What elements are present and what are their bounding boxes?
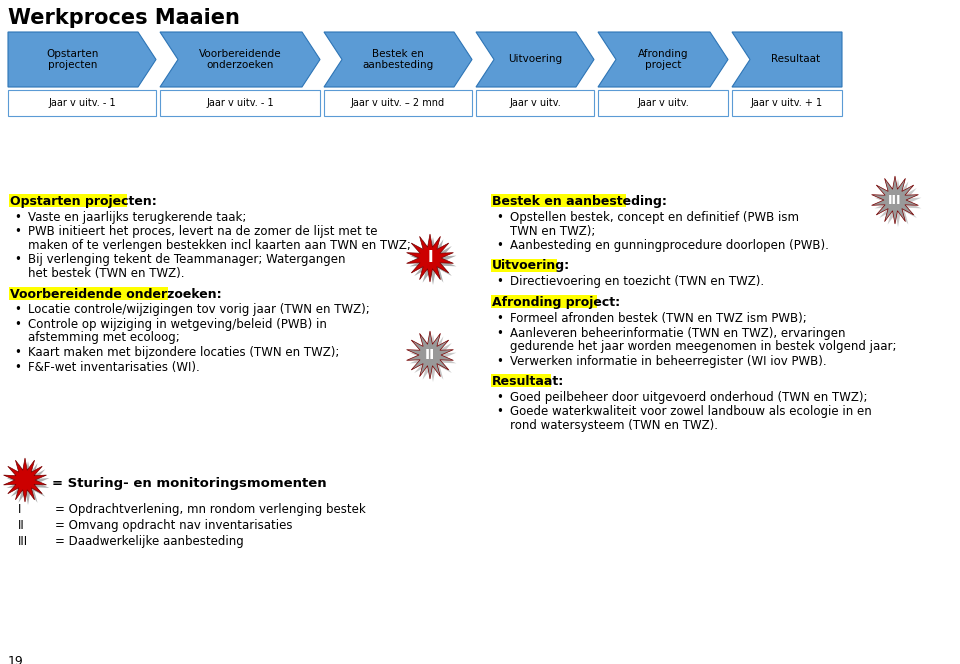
Polygon shape — [160, 32, 320, 87]
FancyBboxPatch shape — [8, 90, 156, 116]
Polygon shape — [410, 334, 456, 382]
Text: •: • — [496, 327, 503, 339]
Text: Controle op wijziging in wetgeving/beleid (PWB) in: Controle op wijziging in wetgeving/belei… — [28, 318, 326, 331]
Text: = Daadwerkelijke aanbesteding: = Daadwerkelijke aanbesteding — [55, 535, 244, 548]
Text: het bestek (TWN en TWZ).: het bestek (TWN en TWZ). — [28, 267, 184, 280]
Text: •: • — [496, 276, 503, 288]
Text: Jaar v uitv. - 1: Jaar v uitv. - 1 — [48, 98, 116, 108]
Text: Aanleveren beheerinformatie (TWN en TWZ), ervaringen: Aanleveren beheerinformatie (TWN en TWZ)… — [510, 327, 846, 339]
FancyBboxPatch shape — [476, 90, 594, 116]
Text: Goed peilbeheer door uitgevoerd onderhoud (TWN en TWZ);: Goed peilbeheer door uitgevoerd onderhou… — [510, 391, 868, 404]
Text: Jaar v uitv. + 1: Jaar v uitv. + 1 — [751, 98, 823, 108]
Text: = Opdrachtverlening, mn rondom verlenging bestek: = Opdrachtverlening, mn rondom verlengin… — [55, 503, 366, 516]
Text: •: • — [496, 355, 503, 367]
FancyBboxPatch shape — [732, 90, 842, 116]
Polygon shape — [7, 461, 50, 505]
Text: Opstarten
projecten: Opstarten projecten — [47, 48, 99, 70]
FancyBboxPatch shape — [491, 374, 551, 387]
Text: Uitvoering: Uitvoering — [508, 54, 562, 64]
Text: Voorbereidende
onderzoeken: Voorbereidende onderzoeken — [199, 48, 281, 70]
Text: Aanbesteding en gunningprocedure doorlopen (PWB).: Aanbesteding en gunningprocedure doorlop… — [510, 239, 828, 252]
FancyBboxPatch shape — [491, 295, 597, 308]
Text: Bestek en aanbesteding:: Bestek en aanbesteding: — [492, 195, 667, 208]
Text: Uitvoering:: Uitvoering: — [492, 260, 570, 272]
Text: Locatie controle/wijzigingen tov vorig jaar (TWN en TWZ);: Locatie controle/wijzigingen tov vorig j… — [28, 303, 370, 317]
Text: II: II — [425, 348, 435, 362]
Text: •: • — [14, 303, 21, 317]
Text: Jaar v uitv. - 1: Jaar v uitv. - 1 — [206, 98, 274, 108]
Text: afstemming met ecoloog;: afstemming met ecoloog; — [28, 331, 180, 345]
Text: •: • — [496, 406, 503, 418]
Text: Verwerken informatie in beheerregister (WI iov PWB).: Verwerken informatie in beheerregister (… — [510, 355, 827, 367]
Text: Resultaat: Resultaat — [772, 54, 821, 64]
Text: Bestek en
aanbesteding: Bestek en aanbesteding — [362, 48, 434, 70]
Text: Resultaat:: Resultaat: — [492, 375, 564, 388]
Text: Jaar v uitv.: Jaar v uitv. — [509, 98, 561, 108]
FancyBboxPatch shape — [9, 194, 127, 207]
Text: I: I — [18, 503, 21, 516]
Text: •: • — [14, 211, 21, 224]
Polygon shape — [410, 237, 456, 285]
Polygon shape — [407, 234, 453, 282]
Text: Afronding project:: Afronding project: — [492, 296, 620, 309]
FancyBboxPatch shape — [491, 194, 626, 207]
Text: •: • — [14, 361, 21, 373]
Text: PWB initieert het proces, levert na de zomer de lijst met te: PWB initieert het proces, levert na de z… — [28, 226, 377, 238]
Polygon shape — [872, 176, 919, 224]
Text: •: • — [496, 312, 503, 325]
Text: Vaste en jaarlijks terugkerende taak;: Vaste en jaarlijks terugkerende taak; — [28, 211, 247, 224]
FancyBboxPatch shape — [491, 258, 557, 272]
Polygon shape — [875, 179, 922, 227]
Text: TWN en TWZ);: TWN en TWZ); — [510, 224, 595, 238]
Text: rond watersysteem (TWN en TWZ).: rond watersysteem (TWN en TWZ). — [510, 419, 718, 432]
Text: •: • — [14, 226, 21, 238]
FancyBboxPatch shape — [160, 90, 320, 116]
Polygon shape — [598, 32, 728, 87]
Text: F&F-wet inventarisaties (WI).: F&F-wet inventarisaties (WI). — [28, 361, 200, 373]
Text: Jaar v uitv. – 2 mnd: Jaar v uitv. – 2 mnd — [351, 98, 445, 108]
Text: Jaar v uitv.: Jaar v uitv. — [637, 98, 689, 108]
FancyBboxPatch shape — [324, 90, 472, 116]
Text: = Sturing- en monitoringsmomenten: = Sturing- en monitoringsmomenten — [52, 477, 326, 489]
Text: Kaart maken met bijzondere locaties (TWN en TWZ);: Kaart maken met bijzondere locaties (TWN… — [28, 346, 340, 359]
Polygon shape — [732, 32, 842, 87]
Text: I: I — [427, 250, 433, 266]
Text: Opstarten projecten:: Opstarten projecten: — [10, 195, 156, 208]
Text: •: • — [14, 346, 21, 359]
Text: Goede waterkwaliteit voor zowel landbouw als ecologie in en: Goede waterkwaliteit voor zowel landbouw… — [510, 406, 872, 418]
Polygon shape — [8, 32, 156, 87]
Text: •: • — [496, 211, 503, 224]
FancyBboxPatch shape — [598, 90, 728, 116]
Polygon shape — [324, 32, 472, 87]
Text: •: • — [496, 239, 503, 252]
Text: Afronding
project: Afronding project — [637, 48, 688, 70]
Text: 19: 19 — [8, 655, 24, 664]
Polygon shape — [4, 458, 46, 502]
Text: •: • — [496, 391, 503, 404]
Text: II: II — [18, 519, 25, 532]
Text: = Omvang opdracht nav inventarisaties: = Omvang opdracht nav inventarisaties — [55, 519, 293, 532]
Polygon shape — [476, 32, 594, 87]
Text: III: III — [18, 535, 28, 548]
Text: gedurende het jaar worden meegenomen in bestek volgend jaar;: gedurende het jaar worden meegenomen in … — [510, 340, 897, 353]
Text: Directievoering en toezicht (TWN en TWZ).: Directievoering en toezicht (TWN en TWZ)… — [510, 276, 764, 288]
FancyBboxPatch shape — [9, 286, 168, 299]
Text: Bij verlenging tekent de Teammanager; Watergangen: Bij verlenging tekent de Teammanager; Wa… — [28, 254, 346, 266]
Text: maken of te verlengen bestekken incl kaarten aan TWN en TWZ;: maken of te verlengen bestekken incl kaa… — [28, 239, 411, 252]
Text: Formeel afronden bestek (TWN en TWZ ism PWB);: Formeel afronden bestek (TWN en TWZ ism … — [510, 312, 806, 325]
Text: Voorbereidende onderzoeken:: Voorbereidende onderzoeken: — [10, 288, 222, 301]
Text: Opstellen bestek, concept en definitief (PWB ism: Opstellen bestek, concept en definitief … — [510, 211, 799, 224]
Text: •: • — [14, 318, 21, 331]
Text: Werkproces Maaien: Werkproces Maaien — [8, 8, 240, 28]
Text: •: • — [14, 254, 21, 266]
Text: III: III — [888, 193, 901, 207]
Polygon shape — [407, 331, 453, 379]
